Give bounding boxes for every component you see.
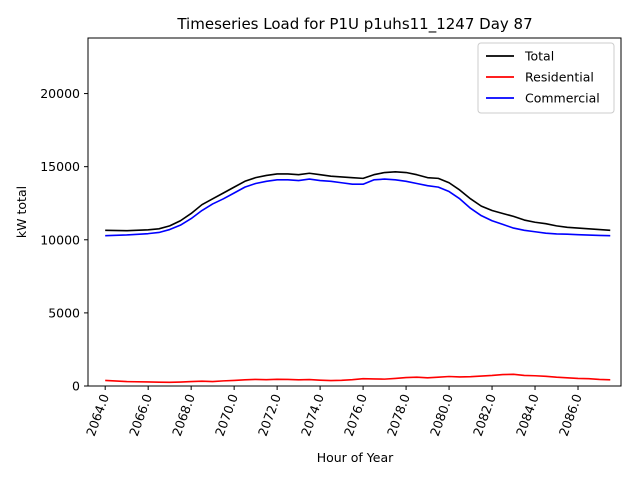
legend-label-commercial: Commercial (525, 91, 600, 106)
y-tick-label: 15000 (40, 159, 80, 174)
y-tick-label: 5000 (48, 305, 80, 320)
chart-title: Timeseries Load for P1U p1uhs11_1247 Day… (176, 15, 532, 34)
series-line-residential (105, 373, 611, 384)
plot-frame (87, 37, 622, 387)
x-axis-label: Hour of Year (317, 450, 394, 465)
legend: Total Residential Commercial (477, 42, 615, 114)
y-axis-label: kW total (14, 186, 29, 238)
legend-box (477, 42, 615, 114)
y-tick-label: 10000 (40, 232, 80, 247)
series-line-commercial (105, 178, 611, 237)
y-tick-label: 20000 (40, 86, 80, 101)
legend-label-residential: Residential (525, 70, 594, 85)
y-tick-label: 0 (72, 379, 80, 394)
legend-label-total: Total (524, 49, 554, 64)
series-line-total (105, 170, 611, 232)
